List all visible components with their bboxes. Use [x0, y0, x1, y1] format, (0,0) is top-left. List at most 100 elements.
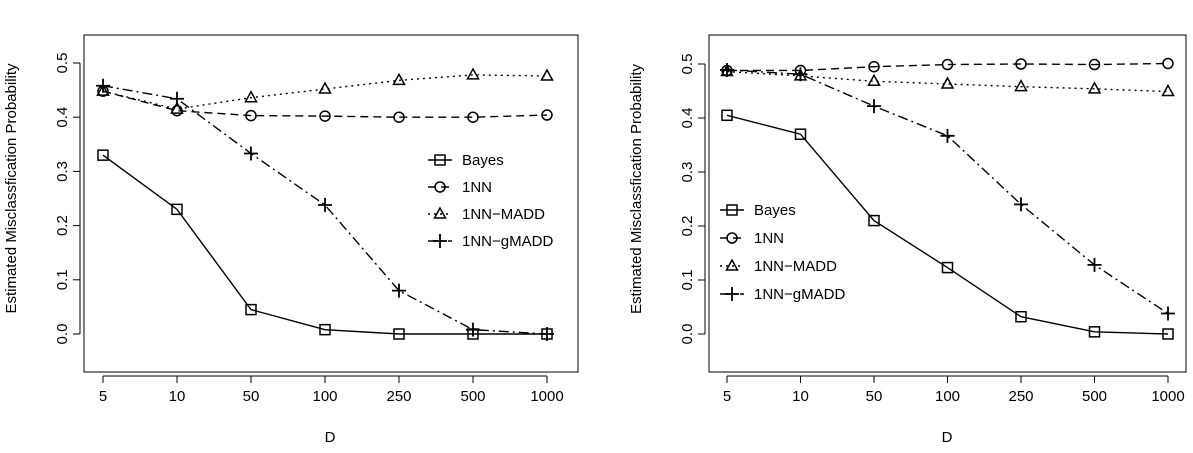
panel-2-x-tick-label-5: 250	[1008, 388, 1033, 405]
panel-1-series-3-point-5	[392, 72, 406, 86]
panel-1-series-2-point-3	[245, 109, 257, 122]
panel-2-series-4-point-1	[720, 62, 734, 77]
panel-1-y-tick-label-6: 0.5	[54, 53, 71, 74]
panel-2-series-2-point-4	[941, 58, 954, 71]
panel-1-x-tick-label-5: 250	[386, 388, 411, 405]
panel-1-series-4-point-3	[244, 146, 258, 161]
panel-1-legend: Bayes 1NN 1NN−MADD 1NN−gMADD	[428, 152, 553, 250]
panel-2-series-3-point-5	[1014, 79, 1028, 92]
panel-1-series-1-point-4	[319, 323, 331, 336]
panel-1-y-tick-label-1: 0.0	[54, 324, 71, 345]
panel-2-series-1-point-101	[726, 204, 738, 216]
panel-1-legend-label-4: 1NN−gMADD	[462, 233, 553, 250]
panel-1-x-tick-label-1: 5	[99, 388, 107, 405]
panel-2-y-tick-label-3: 0.2	[679, 216, 696, 237]
panel-2-legend-label-4: 1NN−gMADD	[754, 286, 845, 303]
panel-2: 0.0 0.1 0.2 0.3 0.4 0.5 5 10 50 100 250 500 1000 D Est…	[628, 34, 1187, 446]
panel-2-legend-label-3: 1NN−MADD	[754, 258, 837, 275]
panel-2-series-1-point-7	[1162, 328, 1174, 340]
panel-1-plot-frame	[83, 34, 579, 373]
panel-1-series-1-point-2	[171, 203, 183, 216]
panel-2-series-4-point-5	[1014, 197, 1028, 212]
panel-2-series-1-point-3	[868, 214, 880, 227]
panel-2-y-axis-label: Estimated Misclassfication Probability	[628, 63, 645, 314]
panel-1-y-tick-label-4: 0.3	[54, 161, 71, 182]
panel-2-series-4	[720, 62, 1175, 321]
panel-2-series-4-point-7	[1161, 306, 1175, 321]
panel-1-series-2-point-102	[434, 181, 446, 193]
panel-2-y-tick-label-5: 0.4	[679, 108, 696, 129]
panel-1-x-tick-label-4: 100	[312, 388, 337, 405]
panel-1-series-1-point-5	[393, 328, 405, 340]
panel-1-legend-label-3: 1NN−MADD	[462, 206, 545, 223]
panel-1-series-1-point-3	[245, 303, 257, 316]
panel-1-series-4-point-6	[466, 322, 480, 337]
panel-2-series-1-point-4	[941, 261, 954, 274]
panel-1-y-tick-label-3: 0.2	[54, 215, 71, 236]
panel-2-series-2-point-3	[868, 60, 880, 73]
panel-1-series-2-point-4	[319, 110, 331, 122]
panel-1-x-tick-label-2: 10	[169, 388, 186, 405]
panel-2-y-tick-label-4: 0.3	[679, 162, 696, 183]
panel-1-series-3-point-4	[318, 81, 332, 94]
panel-1-series-4-point-5	[392, 283, 406, 298]
panel-2-series-4-point-6	[1087, 257, 1102, 272]
panel-1-series-3-line	[102, 74, 548, 110]
panel-1-series-4	[96, 78, 554, 341]
panel-1-x-tick-label-7: 1000	[530, 388, 563, 405]
panel-2-y-tick-label-2: 0.1	[679, 270, 696, 291]
panel-1-y-tick-label-2: 0.1	[54, 269, 71, 290]
panel-2-series-3-point-4	[940, 76, 955, 89]
panel-2-y-tick-label-6: 0.5	[679, 54, 696, 75]
panel-2-y-tick-label-1: 0.0	[679, 324, 696, 345]
panel-1-series-4-point-104	[433, 234, 447, 248]
panel-1-series-1-point-1	[97, 149, 109, 161]
panel-1-legend-label-2: 1NN	[462, 179, 492, 196]
panel-2-series-1-line	[726, 114, 1169, 335]
panel-1-series-2	[97, 85, 553, 123]
panel-2-series-2-line	[727, 62, 1169, 72]
panel-2-series-2-point-102	[726, 232, 738, 244]
panel-1-x-tick-label-6: 500	[460, 388, 485, 405]
panel-2-series-1-point-1	[721, 109, 733, 122]
panel-2-series-3-point-3	[867, 73, 881, 87]
panel-2-series-1-point-6	[1088, 326, 1101, 338]
panel-2-series-2-point-6	[1088, 58, 1101, 71]
panel-2-series-2-point-7	[1162, 57, 1174, 70]
panel-2-x-tick-label-6: 500	[1082, 388, 1107, 405]
panel-2-series-4-point-2	[793, 67, 808, 82]
panel-2-series-4-point-104	[725, 287, 739, 301]
panel-1-series-4-point-4	[318, 198, 332, 213]
panel-2-x-tick-label-2: 10	[792, 388, 809, 405]
panel-1-series-2-point-6	[467, 111, 479, 123]
panel-2-series-1-point-5	[1015, 310, 1027, 323]
panel-2-series-3-point-6	[1087, 81, 1102, 94]
panel-1-series-3-point-103	[433, 206, 447, 219]
panel-1-series-4-point-7	[540, 327, 554, 341]
panel-2-series-4-point-4	[940, 128, 955, 143]
panel-1-series-3-point-7	[540, 68, 554, 81]
panel-2-series-1-point-2	[794, 128, 807, 140]
panel-1-series-3-point-1	[96, 83, 110, 96]
panel-2-x-tick-label-7: 1000	[1151, 388, 1184, 405]
panel-1-series-1-point-101	[434, 154, 446, 166]
panel-2-plot-frame	[708, 34, 1187, 373]
panel-1-y-tick-label-5: 0.4	[54, 107, 71, 128]
panel-1-series-2-point-5	[393, 111, 405, 123]
panel-2-series-1	[721, 109, 1174, 340]
panel-1-series-4-point-2	[170, 91, 184, 106]
panel-2-series-3-point-7	[1161, 83, 1175, 97]
panel-1-series-4-point-1	[96, 78, 110, 93]
panel-1-series-3-point-2	[170, 101, 184, 114]
panel-1-x-tick-label-3: 50	[243, 388, 260, 405]
panel-2-x-tick-label-3: 50	[866, 388, 883, 405]
panel-2-x-tick-label-4: 100	[935, 388, 960, 405]
panel-2-x-axis-label: D	[942, 429, 953, 446]
panel-1-series-3-point-6	[466, 67, 480, 80]
panel-2-series-3-point-103	[725, 258, 739, 271]
panel-2-series-2-point-5	[1015, 58, 1027, 70]
panel-2-series-4-point-3	[867, 99, 881, 114]
panel-1-series-3-point-3	[244, 90, 258, 103]
